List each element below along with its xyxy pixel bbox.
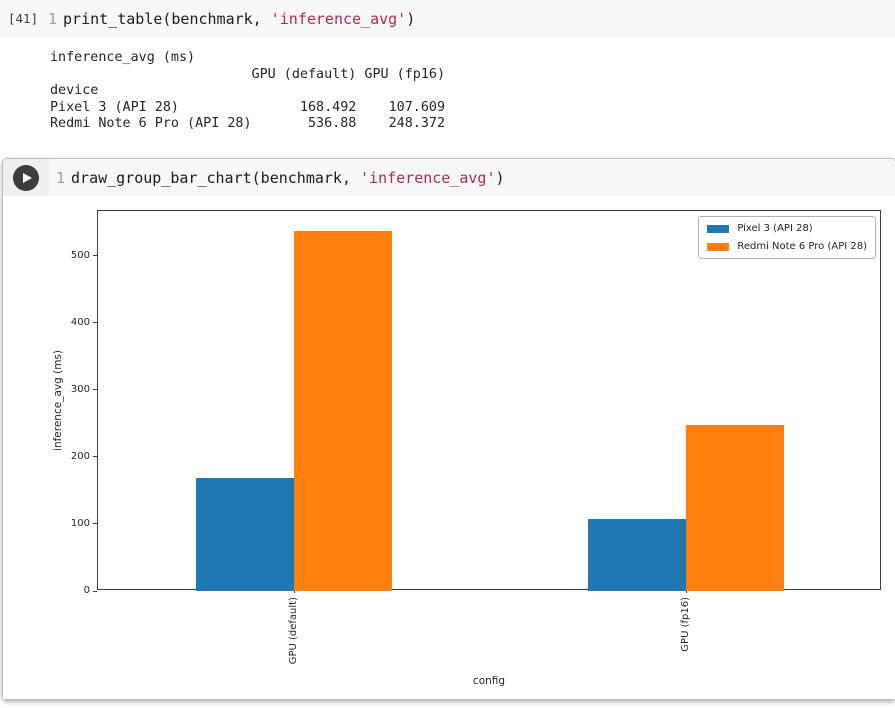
legend-swatch: [707, 242, 730, 251]
legend-label: Redmi Note 6 Pro (API 28): [737, 241, 867, 252]
line-number: 1: [56, 168, 66, 187]
chart-legend: Pixel 3 (API 28) Redmi Note 6 Pro (API 28…: [698, 216, 876, 259]
cell1-code-row: [41] 1 print_table(benchmark, 'inference…: [0, 0, 895, 37]
x-tick-mark: [685, 589, 687, 593]
code-segment: draw_group_bar_chart(benchmark,: [71, 168, 361, 187]
code-editor-line[interactable]: 1 print_table(benchmark, 'inference_avg'…: [0, 10, 415, 28]
bar: [196, 478, 294, 591]
y-tick-mark: [93, 389, 97, 391]
y-axis-label-wrap: inference_avg (ms): [52, 211, 64, 589]
x-tick-mark: [293, 589, 295, 593]
play-icon: [23, 172, 32, 183]
legend-item: Pixel 3 (API 28): [707, 222, 867, 235]
code-string-literal: 'inference_avg': [270, 9, 407, 28]
y-tick-label: 100: [70, 517, 90, 529]
y-tick-label: 300: [70, 383, 90, 395]
x-axis-label: config: [472, 675, 506, 687]
cell-gutter: [3, 159, 49, 196]
bar: [686, 424, 784, 591]
chart-output-figure: inference_avg (ms) config 0 100 200 300 400 5…: [3, 196, 895, 699]
execution-count[interactable]: [41]: [8, 11, 39, 26]
y-tick-label: 0: [83, 585, 90, 596]
y-tick-label: 200: [70, 450, 90, 462]
y-tick-label: 500: [70, 249, 90, 261]
code-segment: print_table(benchmark,: [63, 9, 271, 28]
x-tick-label: GPU (fp16): [680, 597, 691, 652]
code-cell-2-selected: 1 draw_group_bar_chart(benchmark, 'infer…: [2, 158, 895, 700]
axes: inference_avg (ms) config 0 100 200 300 400 5…: [52, 210, 881, 687]
legend-label: Pixel 3 (API 28): [737, 223, 813, 234]
code-text: draw_group_bar_chart(benchmark, 'inferen…: [71, 169, 504, 187]
y-tick-mark: [93, 322, 97, 324]
legend-item: Redmi Note 6 Pro (API 28): [707, 240, 867, 253]
line-number: 1: [48, 9, 58, 28]
y-tick-mark: [93, 523, 97, 525]
code-segment: ): [406, 9, 416, 28]
x-tick-label: GPU (default): [288, 597, 299, 665]
x-axis-label-wrap: config: [98, 669, 880, 688]
bar: [294, 231, 392, 591]
code-segment: ): [495, 168, 505, 187]
y-axis-label: inference_avg (ms): [52, 349, 64, 451]
bar: [588, 518, 686, 591]
code-string-literal: 'inference_avg': [360, 168, 496, 187]
cell2-code-row: 1 draw_group_bar_chart(benchmark, 'infer…: [3, 159, 895, 196]
code-editor-line[interactable]: 1 draw_group_bar_chart(benchmark, 'infer…: [3, 169, 505, 187]
y-tick-label: 400: [70, 316, 90, 328]
y-tick-mark: [93, 590, 97, 592]
cell-text-output: inference_avg (ms) GPU (default) GPU (fp…: [50, 50, 446, 132]
legend-swatch: [707, 224, 730, 233]
y-tick-mark: [93, 456, 97, 458]
run-cell-button[interactable]: [13, 164, 39, 191]
y-tick-mark: [93, 255, 97, 257]
code-text: print_table(benchmark, 'inference_avg'): [63, 10, 415, 28]
